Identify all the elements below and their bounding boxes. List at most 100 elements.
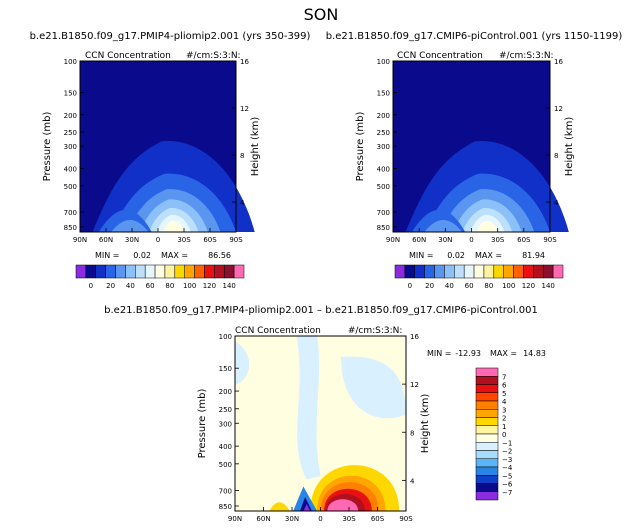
right-x-tick-label: 0 bbox=[469, 236, 473, 244]
left-x-tick-label: 90N bbox=[73, 236, 87, 244]
bottom-colorbar-label: −4 bbox=[502, 464, 513, 472]
left-units-label: #/cm:S:3:N: bbox=[186, 51, 241, 61]
right-y-tick-label: 700 bbox=[377, 209, 390, 217]
left-colorbar-box bbox=[223, 264, 235, 279]
bottom-y2-tick-label: 4 bbox=[410, 477, 415, 485]
right-x-tick-label: 60N bbox=[412, 236, 426, 244]
left-x-tick-label: 60S bbox=[203, 236, 217, 244]
bottom-colorbar-label: 0 bbox=[502, 431, 506, 439]
figure-title: SON bbox=[304, 5, 339, 24]
bottom-region-neg-upper bbox=[296, 336, 321, 480]
left-x-tick-label: 30N bbox=[125, 236, 139, 244]
bottom-colorbar-box bbox=[475, 367, 499, 377]
left-y2-tick-label: 4 bbox=[240, 199, 245, 207]
bottom-colorbar-box bbox=[475, 384, 499, 393]
right-colorbar-box bbox=[542, 264, 554, 279]
bottom-y-tick-label: 400 bbox=[219, 443, 232, 451]
left-y-tick-label: 850 bbox=[64, 224, 77, 232]
bottom-colorbar-label: 2 bbox=[502, 415, 506, 423]
bottom-colorbar-box bbox=[475, 425, 499, 435]
right-min-label: MIN = bbox=[409, 251, 434, 260]
bottom-x-tick-label: 0 bbox=[318, 515, 322, 523]
left-y-tick-label: 100 bbox=[64, 58, 77, 66]
left-colorbar-box bbox=[85, 264, 97, 279]
left-min-label: MIN = bbox=[95, 251, 120, 260]
right-colorbar-box bbox=[523, 264, 534, 279]
bottom-y-tick-label: 250 bbox=[219, 406, 232, 414]
bottom-contour-pos-nh bbox=[269, 502, 290, 511]
right-y-tick-label: 200 bbox=[377, 112, 390, 120]
right-colorbar-box bbox=[552, 264, 564, 279]
left-x-tick-label: 60N bbox=[99, 236, 113, 244]
right-units-label: #/cm:S:3:N: bbox=[499, 51, 554, 61]
right-y-axis-label: Pressure (mb) bbox=[355, 112, 366, 182]
right-x-tick-label: 60S bbox=[517, 236, 531, 244]
bottom-units-label: #/cm:S:3:N: bbox=[348, 326, 403, 336]
right-colorbar-box bbox=[444, 264, 455, 279]
bottom-y-tick-label: 100 bbox=[219, 333, 232, 341]
left-min-value: 0.02 bbox=[133, 251, 151, 260]
left-colorbar-box bbox=[164, 264, 176, 279]
right-x-tick-label: 30S bbox=[491, 236, 505, 244]
bottom-colorbar-label: 1 bbox=[502, 423, 506, 431]
bottom-x-tick-label: 90N bbox=[228, 515, 242, 523]
right-x-tick-label: 30N bbox=[438, 236, 452, 244]
bottom-colorbar-box bbox=[475, 409, 499, 418]
bottom-colorbar-label: −3 bbox=[502, 456, 512, 464]
left-colorbar-label: 0 bbox=[89, 282, 93, 290]
left-colorbar-label: 40 bbox=[126, 282, 135, 290]
left-y-axis-label: Pressure (mb) bbox=[42, 112, 53, 182]
bottom-colorbar-box bbox=[475, 458, 499, 468]
left-y2-tick-label: 16 bbox=[240, 58, 249, 66]
right-y-tick-label: 400 bbox=[377, 166, 390, 174]
left-y-tick-label: 500 bbox=[64, 183, 77, 191]
right-y2-tick-label: 4 bbox=[554, 199, 559, 207]
left-colorbar-box bbox=[194, 264, 205, 279]
bottom-min-value: -12.93 bbox=[455, 349, 481, 358]
right-colorbar-label: 140 bbox=[541, 282, 554, 290]
bottom-y2-tick-label: 8 bbox=[410, 429, 414, 437]
bottom-x-tick-label: 30S bbox=[342, 515, 356, 523]
bottom-colorbar-box bbox=[475, 450, 499, 459]
left-colorbar-box bbox=[174, 264, 185, 279]
bottom-frame bbox=[234, 335, 407, 512]
left-colorbar-box bbox=[105, 264, 116, 279]
left-colorbar-box bbox=[144, 264, 156, 279]
left-y-tick-label: 400 bbox=[64, 166, 77, 174]
bottom-colorbar-box bbox=[475, 483, 499, 492]
bottom-colorbar-label: −7 bbox=[502, 489, 512, 497]
left-y-tick-label: 200 bbox=[64, 112, 77, 120]
left-colorbar-box bbox=[135, 264, 146, 279]
right-y-tick-label: 300 bbox=[377, 143, 390, 151]
panel-left: b.e21.B1850.f09_g17.PMIP4-pliomip2.001 (… bbox=[30, 31, 311, 290]
right-colorbar-label: 80 bbox=[484, 282, 493, 290]
left-colorbar-label: 80 bbox=[165, 282, 174, 290]
right-colorbar-label: 120 bbox=[522, 282, 535, 290]
left-contour-nh-inner bbox=[111, 220, 149, 232]
left-contour-6 bbox=[162, 220, 185, 232]
left-field-label: CCN Concentration bbox=[85, 51, 171, 61]
bottom-colorbar-box bbox=[475, 417, 499, 426]
bottom-colorbar-label: −2 bbox=[502, 448, 512, 456]
left-colorbar-box bbox=[204, 264, 215, 279]
right-x-tick-label: 90N bbox=[386, 236, 400, 244]
left-y-tick-label: 300 bbox=[64, 143, 77, 151]
right-colorbar-box bbox=[424, 264, 435, 279]
right-colorbar-box bbox=[394, 264, 406, 279]
left-x-tick-label: 0 bbox=[156, 236, 160, 244]
bottom-panel-title: b.e21.B1850.f09_g17.PMIP4-pliomip2.001 –… bbox=[104, 305, 538, 316]
bottom-y-tick-label: 200 bbox=[219, 388, 232, 396]
left-x-tick-label: 90S bbox=[229, 236, 243, 244]
left-frame bbox=[79, 60, 237, 233]
right-y2-tick-label: 8 bbox=[554, 152, 558, 160]
right-panel-title: b.e21.B1850.f09_g17.CMIP6-piControl.001 … bbox=[326, 31, 623, 42]
left-colorbar-box bbox=[115, 264, 126, 279]
bottom-x-tick-label: 90S bbox=[399, 515, 413, 523]
right-colorbar-box bbox=[533, 264, 544, 279]
bottom-y-axis-label: Pressure (mb) bbox=[197, 389, 208, 459]
bottom-colorbar-label: 4 bbox=[502, 398, 507, 406]
left-y-tick-label: 250 bbox=[64, 129, 77, 137]
right-y2-tick-label: 16 bbox=[554, 58, 563, 66]
bottom-region-neg-left bbox=[235, 341, 250, 385]
right-colorbar-box bbox=[493, 264, 504, 279]
